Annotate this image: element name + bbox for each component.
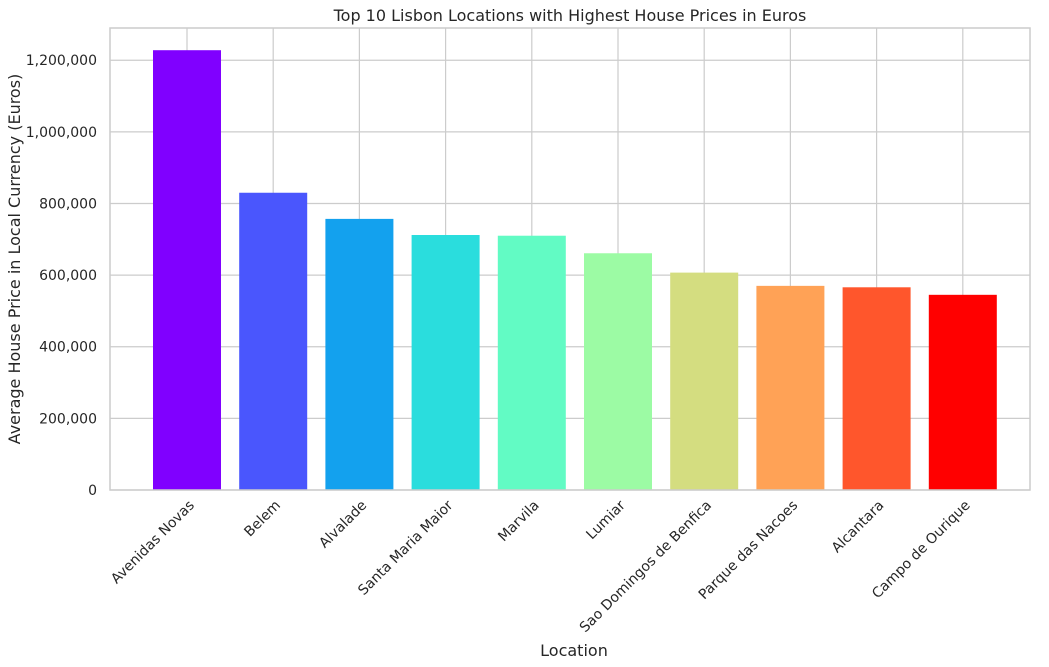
x-tick-label: Avenidas Novas [108,498,198,588]
bar [928,294,997,490]
bar [584,253,652,490]
plot-frame [109,27,1031,491]
x-tick-label: Alvalade [316,498,370,552]
x-tick-label: Parque das Nacoes [696,498,801,603]
chart-title: Top 10 Lisbon Locations with Highest Hou… [333,6,807,25]
y-tick-label: 800,000 [39,196,97,212]
y-tick-label: 1,200,000 [26,53,97,69]
x-tick-label: Lumiar [583,497,629,543]
x-tick-label: Alcantara [829,498,888,557]
bar [153,50,221,490]
y-axis-label: Average House Price in Local Currency (E… [5,74,24,445]
x-tick-label: Belem [241,498,284,541]
bar-layer [153,50,997,490]
x-tick-label: Santa Maria Maior [355,497,456,598]
x-tick-label: Marvila [495,498,542,545]
bar [756,285,825,490]
y-tick-label: 1,000,000 [26,125,97,141]
bar [325,218,394,490]
x-axis-label: Location [540,641,608,660]
y-tick-labels: 0 200,000 400,000 600,000 800,000 1,000,000 1,… [26,53,97,499]
bar [239,192,308,490]
bar [497,235,566,490]
y-tick-label: 600,000 [39,268,97,284]
y-tick-label: 0 [88,483,97,499]
x-tick-label: Campo de Ourique [869,498,973,602]
y-tick-label: 400,000 [39,340,97,356]
bar [842,287,911,490]
bar [411,235,480,490]
y-tick-label: 200,000 [39,411,97,427]
bar [670,272,739,490]
